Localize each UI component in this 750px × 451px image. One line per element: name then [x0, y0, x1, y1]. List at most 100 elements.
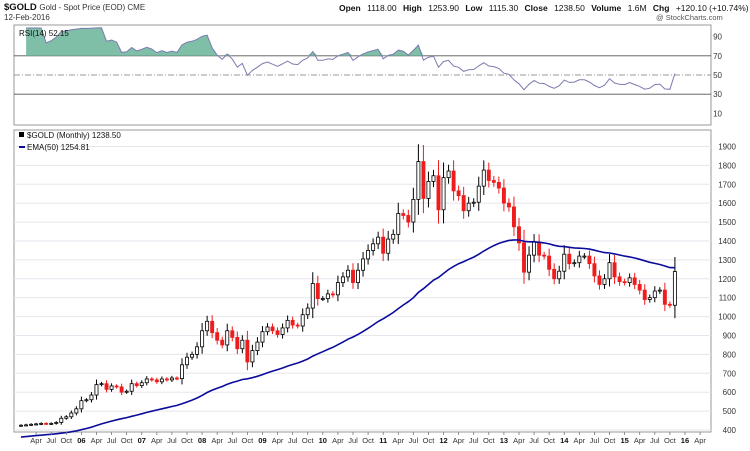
x-tick-label: Jul: [590, 436, 600, 445]
candle-body: [522, 242, 526, 273]
rsi-tick-label: 10: [713, 109, 722, 118]
candle-body: [572, 262, 577, 265]
candle-body: [164, 378, 169, 381]
x-tick-label: 15: [620, 436, 628, 445]
x-tick-label: Apr: [332, 436, 344, 445]
candle-body: [185, 356, 189, 366]
x-tick-label: Apr: [151, 436, 163, 445]
price-tick-label: 1300: [718, 256, 736, 265]
x-tick-label: 11: [379, 436, 387, 445]
candle-body: [466, 202, 471, 212]
rsi-overbought-fill: [26, 27, 675, 56]
candle-body: [260, 331, 265, 343]
x-tick-label: Oct: [242, 436, 255, 445]
candle-body: [567, 253, 572, 265]
candle-body: [29, 423, 34, 426]
candle-body: [94, 384, 99, 396]
candle-body: [300, 314, 305, 327]
ema50-line: [20, 239, 675, 438]
candle-body: [652, 290, 657, 299]
x-tick-label: Oct: [483, 436, 496, 445]
candle-body: [396, 213, 401, 235]
candle-body: [376, 236, 381, 245]
candle-body: [496, 181, 501, 189]
candle-body: [622, 281, 627, 284]
candle-body: [270, 326, 275, 332]
x-tick-label: Jul: [409, 436, 419, 445]
candle-body: [627, 277, 632, 283]
candle-body: [200, 330, 205, 348]
candle-body: [642, 289, 647, 300]
candle-body: [250, 350, 255, 363]
candle-body: [280, 327, 285, 335]
candle-body: [506, 202, 511, 208]
price-tick-label: 600: [723, 388, 737, 397]
candle-body: [24, 424, 29, 427]
candle-body: [34, 423, 39, 426]
candle-body: [607, 262, 612, 280]
candle-body: [109, 385, 114, 390]
candle-body: [295, 324, 300, 327]
candle-body: [511, 206, 516, 228]
x-tick-label: Apr: [392, 436, 404, 445]
candle-body: [491, 180, 496, 183]
candle-body: [597, 275, 602, 285]
candle-body: [210, 320, 215, 334]
x-tick-label: Jul: [650, 436, 660, 445]
price-tick-label: 1900: [718, 142, 736, 151]
candle-body: [220, 339, 225, 346]
candle-body: [340, 276, 345, 283]
candle-body: [587, 255, 592, 265]
price-panel: 400 500 600 700 800 900 1000 1100 1200 1300 1400 15…: [13, 129, 737, 438]
candle-body: [366, 250, 371, 260]
candle-body: [401, 213, 406, 216]
candle-body: [582, 255, 587, 258]
rsi-tick-label: 50: [713, 71, 722, 80]
candle-body: [637, 284, 642, 291]
candle-body: [275, 330, 280, 335]
candle-body: [134, 383, 139, 386]
candle-body: [255, 341, 260, 352]
candle-body: [265, 326, 270, 333]
chart-date: 12-Feb-2016: [4, 13, 50, 22]
candle-body: [114, 385, 119, 388]
x-tick-label: Apr: [513, 436, 525, 445]
x-tick-label: Oct: [543, 436, 556, 445]
candle-body: [451, 170, 456, 192]
candle-body: [129, 383, 134, 392]
x-tick-label: 10: [319, 436, 327, 445]
candle-body: [371, 243, 376, 251]
price-tick-label: 1600: [718, 199, 736, 208]
x-tick-label: Apr: [272, 436, 284, 445]
candle-body: [667, 303, 672, 306]
price-tick-label: 1700: [718, 180, 736, 189]
ema-legend: EMA(50) 1254.81: [27, 143, 90, 152]
x-tick-label: Apr: [453, 436, 465, 445]
candle-body: [552, 268, 557, 280]
candle-body: [99, 383, 104, 386]
x-tick-label: Apr: [91, 436, 103, 445]
candle-body: [330, 293, 335, 296]
candle-body: [356, 269, 360, 283]
candle-body: [632, 277, 637, 285]
candle-body: [315, 283, 320, 300]
ticker-description: Gold - Spot Price (EOD) CME: [39, 3, 146, 12]
x-tick-label: Jul: [288, 436, 298, 445]
candle-body: [486, 169, 491, 181]
stockcharts-watermark: @ StockCharts.com: [656, 13, 723, 22]
candle-body: [476, 185, 481, 203]
candle-body: [471, 201, 476, 204]
candle-body: [441, 177, 446, 211]
candle-body: [144, 378, 149, 384]
candle-body: [351, 269, 355, 283]
price-tick-label: 800: [723, 350, 737, 359]
candle-body: [285, 319, 290, 329]
x-tick-label: Oct: [181, 436, 194, 445]
candle-body: [174, 377, 179, 380]
candle-body: [672, 271, 677, 306]
candle-body: [169, 377, 174, 381]
x-tick-label: 13: [500, 436, 508, 445]
x-tick-label: 16: [681, 436, 689, 445]
candle-body: [346, 269, 350, 278]
